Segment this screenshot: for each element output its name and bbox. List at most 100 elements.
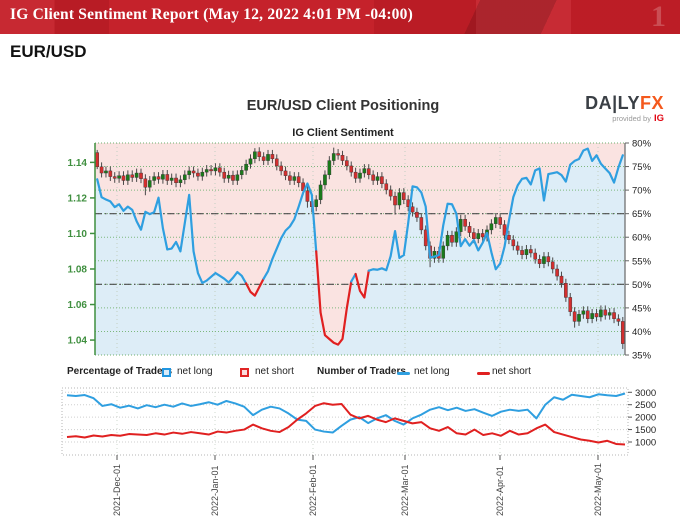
candle-body bbox=[410, 206, 415, 213]
candle-body bbox=[454, 231, 459, 243]
candle-body bbox=[134, 172, 139, 178]
candle-body bbox=[292, 176, 297, 181]
pct-line-red-segment bbox=[315, 250, 353, 346]
candle-body bbox=[502, 224, 507, 236]
price-tick-label: 1.10 bbox=[68, 229, 88, 240]
candle-body bbox=[187, 170, 191, 176]
candle-body bbox=[279, 165, 283, 172]
net-long-pct-line bbox=[96, 147, 624, 346]
count-tick-label: 1500 bbox=[635, 425, 656, 436]
candle-body bbox=[340, 155, 345, 161]
candle-body bbox=[607, 312, 612, 316]
pct-tick-label: 80% bbox=[632, 139, 652, 150]
candle-body bbox=[112, 176, 117, 179]
candle-body bbox=[529, 249, 533, 254]
candle-body bbox=[520, 250, 524, 255]
candle-body bbox=[226, 174, 231, 179]
candle-body bbox=[261, 156, 266, 161]
candle-body bbox=[375, 176, 380, 181]
candle-body bbox=[358, 172, 362, 179]
candle-body bbox=[235, 174, 240, 181]
candle-body bbox=[196, 172, 200, 177]
pct-tick-label: 75% bbox=[632, 162, 652, 173]
candle-body bbox=[104, 170, 108, 174]
price-tick-label: 1.06 bbox=[68, 300, 88, 311]
candle-body bbox=[222, 171, 227, 179]
candle-body bbox=[257, 151, 262, 157]
candle-body bbox=[95, 152, 99, 168]
net-short-square-icon bbox=[240, 368, 249, 377]
candle-body bbox=[156, 176, 161, 180]
legend-net-long-pct: net long bbox=[177, 366, 213, 377]
candle-body bbox=[244, 163, 248, 171]
candle-body bbox=[511, 239, 516, 247]
candle-body bbox=[218, 167, 222, 173]
candle-body bbox=[450, 235, 454, 243]
candle-body bbox=[305, 190, 310, 202]
pct-tick-label: 45% bbox=[632, 303, 652, 314]
candle-body bbox=[599, 309, 603, 318]
candle-body bbox=[445, 235, 450, 247]
candle-body bbox=[480, 233, 485, 238]
pct-tick-label: 40% bbox=[632, 327, 652, 338]
candle-body bbox=[327, 160, 332, 176]
candle-body bbox=[585, 310, 590, 319]
report-banner: 1 IG Client Sentiment Report (May 12, 20… bbox=[0, 0, 680, 34]
candle-body bbox=[288, 175, 292, 181]
candle-body bbox=[362, 168, 367, 174]
candle-body bbox=[550, 261, 555, 270]
candle-body bbox=[415, 211, 419, 218]
candle-body bbox=[555, 268, 559, 277]
dailyfx-logo-text: DA|LYFX bbox=[585, 94, 664, 112]
candle-body bbox=[577, 314, 581, 322]
candle-body bbox=[117, 175, 121, 179]
candle-body bbox=[393, 195, 397, 206]
pct-tick-label: 55% bbox=[632, 256, 652, 267]
candle-body bbox=[542, 256, 546, 264]
pct-line-blue-segment bbox=[262, 182, 318, 280]
date-tick-label: 2022-Feb-01 bbox=[308, 464, 318, 516]
provided-by-text: provided by bbox=[612, 114, 651, 123]
date-tick-label: 2022-May-01 bbox=[593, 463, 603, 516]
candle-body bbox=[366, 168, 371, 176]
price-tick-label: 1.14 bbox=[68, 158, 88, 169]
candle-body bbox=[266, 154, 270, 161]
price-tick-label: 1.04 bbox=[68, 336, 88, 347]
candle-body bbox=[568, 297, 573, 312]
candle-body bbox=[126, 174, 130, 181]
candle-body bbox=[603, 309, 608, 316]
price-tick-label: 1.08 bbox=[68, 264, 88, 275]
figure-subtitle: IG Client Sentiment bbox=[292, 127, 394, 139]
ig-logo: IG bbox=[653, 113, 664, 124]
candle-body bbox=[108, 170, 113, 177]
legend-net-short-count: net short bbox=[492, 366, 531, 377]
candle-body bbox=[349, 165, 354, 173]
price-tick-label: 1.12 bbox=[68, 193, 88, 204]
date-tick-label: 2022-Mar-01 bbox=[400, 464, 410, 516]
pct-line-red-segment bbox=[354, 269, 370, 299]
net-short-dash-icon bbox=[477, 372, 490, 375]
candle-body bbox=[419, 217, 424, 231]
candles-layer bbox=[95, 147, 625, 349]
candle-body bbox=[515, 245, 520, 251]
candle-body bbox=[353, 171, 358, 179]
pct-line-blue-segment bbox=[367, 147, 624, 272]
candle-body bbox=[165, 174, 170, 181]
candle-body bbox=[441, 245, 446, 259]
candle-body bbox=[99, 166, 104, 174]
candle-body bbox=[524, 249, 529, 255]
candle-body bbox=[384, 183, 389, 191]
candle-body bbox=[388, 189, 393, 197]
candle-body bbox=[472, 232, 476, 239]
pct-tick-label: 65% bbox=[632, 209, 652, 220]
candle-body bbox=[314, 199, 319, 207]
candle-body bbox=[594, 313, 599, 318]
candle-body bbox=[200, 171, 205, 177]
pct-tick-label: 60% bbox=[632, 233, 652, 244]
pct-tick-label: 70% bbox=[632, 186, 652, 197]
candle-body bbox=[274, 158, 279, 167]
candle-body bbox=[182, 174, 187, 180]
